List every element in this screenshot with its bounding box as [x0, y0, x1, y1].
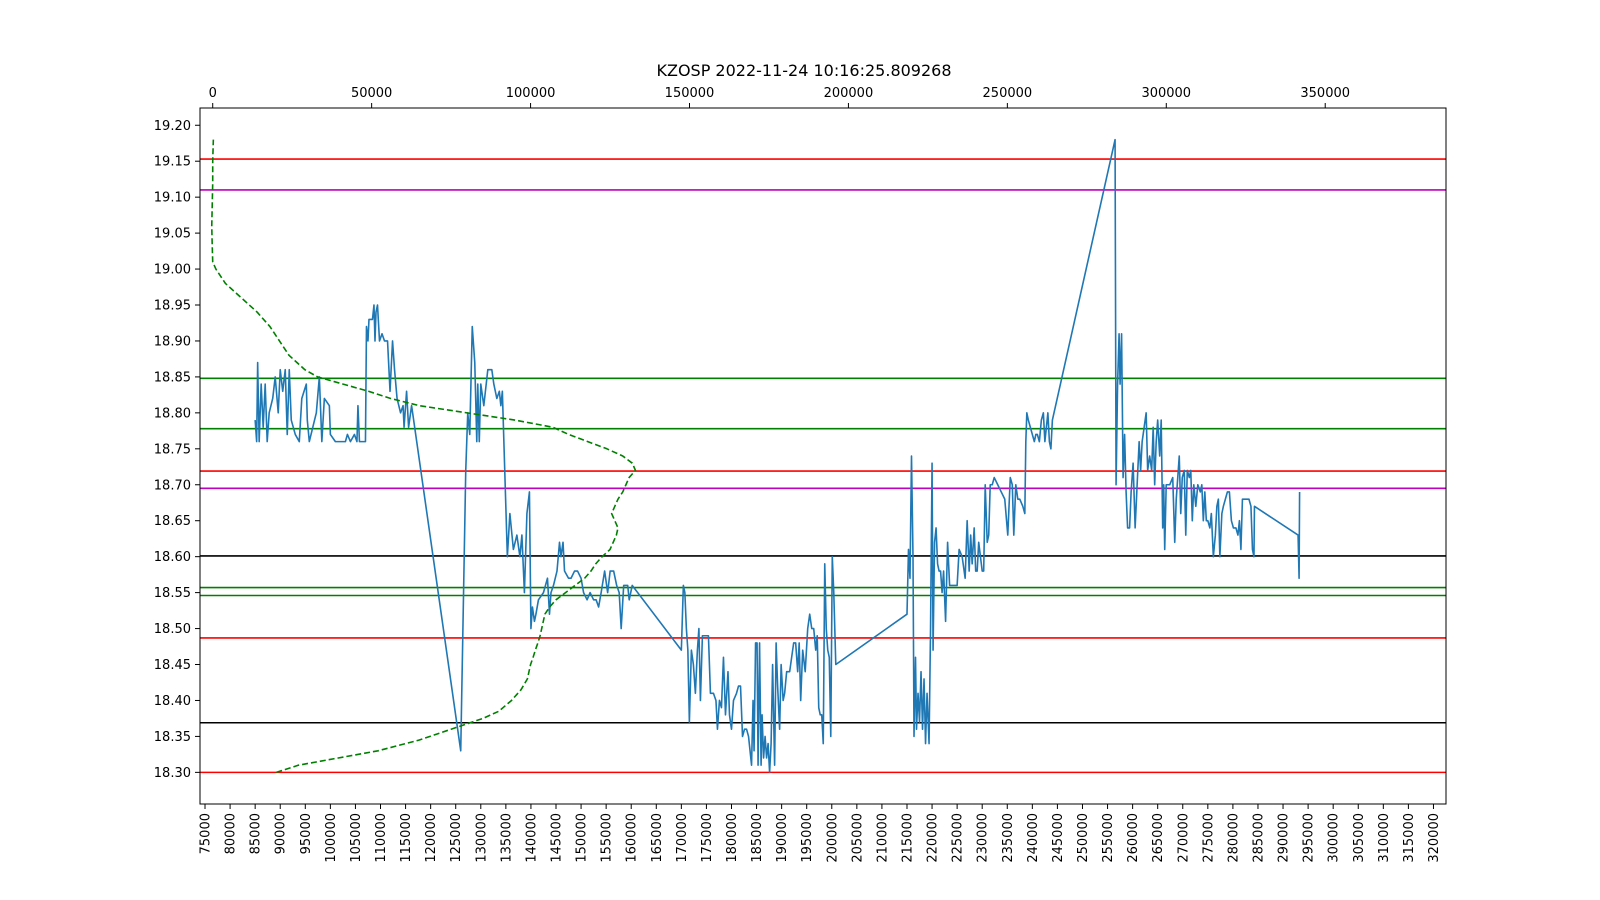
x-tick-label-28: 215000 [900, 813, 915, 863]
x2-tick-label-3: 150000 [665, 86, 715, 101]
x2-tick-label-5: 250000 [983, 86, 1033, 101]
y-tick-label-14: 19.00 [154, 263, 191, 278]
y-tick-label-0: 18.30 [154, 766, 191, 781]
x2-tick-label-6: 300000 [1141, 86, 1191, 101]
x-tick-label-46: 305000 [1352, 813, 1367, 863]
x-tick-label-2: 85000 [249, 813, 264, 854]
x-tick-label-27: 210000 [875, 813, 890, 863]
y-tick-label-7: 18.65 [154, 514, 191, 529]
x-tick-label-43: 290000 [1277, 813, 1292, 863]
x-tick-label-19: 170000 [675, 813, 690, 863]
x-tick-label-44: 295000 [1302, 813, 1317, 863]
x-tick-label-48: 315000 [1402, 813, 1417, 863]
x2-tick-label-2: 100000 [506, 86, 556, 101]
x-tick-label-38: 265000 [1151, 813, 1166, 863]
x-tick-label-37: 260000 [1126, 813, 1141, 863]
x-tick-label-7: 110000 [374, 813, 389, 863]
y-tick-label-11: 18.85 [154, 370, 191, 385]
x-tick-label-39: 270000 [1176, 813, 1191, 863]
x-tick-label-41: 280000 [1226, 813, 1241, 863]
x-tick-label-33: 240000 [1026, 813, 1041, 863]
x-tick-label-17: 160000 [625, 813, 640, 863]
y-tick-label-9: 18.75 [154, 442, 191, 457]
x2-tick-label-1: 50000 [351, 86, 392, 101]
y-tick-label-8: 18.70 [154, 478, 191, 493]
y-tick-label-1: 18.35 [154, 730, 191, 745]
y-tick-label-18: 19.20 [154, 119, 191, 134]
x-tick-label-30: 225000 [951, 813, 966, 863]
x-tick-label-22: 185000 [750, 813, 765, 863]
plot-inner [200, 138, 1446, 774]
x-tick-label-23: 190000 [775, 813, 790, 863]
x-tick-label-9: 120000 [424, 813, 439, 863]
x2-tick-label-4: 200000 [824, 86, 874, 101]
x-tick-label-47: 310000 [1377, 813, 1392, 863]
x-tick-label-15: 150000 [575, 813, 590, 863]
y-tick-label-2: 18.40 [154, 694, 191, 709]
x-tick-label-6: 105000 [349, 813, 364, 863]
y-tick-label-13: 18.95 [154, 299, 191, 314]
y-tick-label-15: 19.05 [154, 227, 191, 242]
x-tick-label-36: 255000 [1101, 813, 1116, 863]
x-tick-label-49: 320000 [1427, 813, 1442, 863]
y-tick-label-17: 19.15 [154, 155, 191, 170]
x-tick-label-0: 75000 [199, 813, 214, 854]
x2-tick-label-7: 350000 [1300, 86, 1350, 101]
y-tick-label-5: 18.55 [154, 586, 191, 601]
x-tick-label-16: 155000 [600, 813, 615, 863]
y-tick-label-16: 19.10 [154, 191, 191, 206]
x-tick-label-10: 125000 [449, 813, 464, 863]
plot-content [200, 138, 1446, 774]
x-tick-label-14: 145000 [550, 813, 565, 863]
x-tick-label-40: 275000 [1201, 813, 1216, 863]
x-tick-label-42: 285000 [1251, 813, 1266, 863]
y-tick-label-3: 18.45 [154, 658, 191, 673]
x-tick-label-34: 245000 [1051, 813, 1066, 863]
x-tick-label-35: 250000 [1076, 813, 1091, 863]
x-tick-label-32: 235000 [1001, 813, 1016, 863]
x2-tick-label-0: 0 [209, 86, 217, 101]
x-tick-label-1: 80000 [224, 813, 239, 854]
x-tick-label-26: 205000 [850, 813, 865, 863]
x-tick-label-31: 230000 [976, 813, 991, 863]
y-tick-label-6: 18.60 [154, 550, 191, 565]
x-tick-label-18: 165000 [650, 813, 665, 863]
x-tick-label-11: 130000 [474, 813, 489, 863]
y-tick-label-4: 18.50 [154, 622, 191, 637]
y-tick-label-12: 18.90 [154, 334, 191, 349]
x-tick-label-8: 115000 [399, 813, 414, 863]
x-tick-label-3: 90000 [274, 813, 289, 854]
x-tick-label-13: 140000 [524, 813, 539, 863]
y-tick-label-10: 18.80 [154, 406, 191, 421]
x-tick-label-21: 180000 [725, 813, 740, 863]
x-tick-label-12: 135000 [499, 813, 514, 863]
plot-frame [199, 107, 1447, 805]
chart-title: KZOSP 2022-11-24 10:16:25.809268 [656, 61, 951, 80]
x-tick-label-29: 220000 [926, 813, 941, 863]
x-tick-label-25: 200000 [825, 813, 840, 863]
x-tick-label-20: 175000 [700, 813, 715, 863]
x-tick-label-45: 300000 [1327, 813, 1342, 863]
series-line-0 [254, 138, 1301, 774]
x-tick-label-24: 195000 [800, 813, 815, 863]
x-tick-label-4: 95000 [299, 813, 314, 854]
axes-layer: 75000 80000 85000 90000 95000 100000 105000 110… [154, 86, 1447, 863]
x-tick-label-5: 100000 [324, 813, 339, 863]
